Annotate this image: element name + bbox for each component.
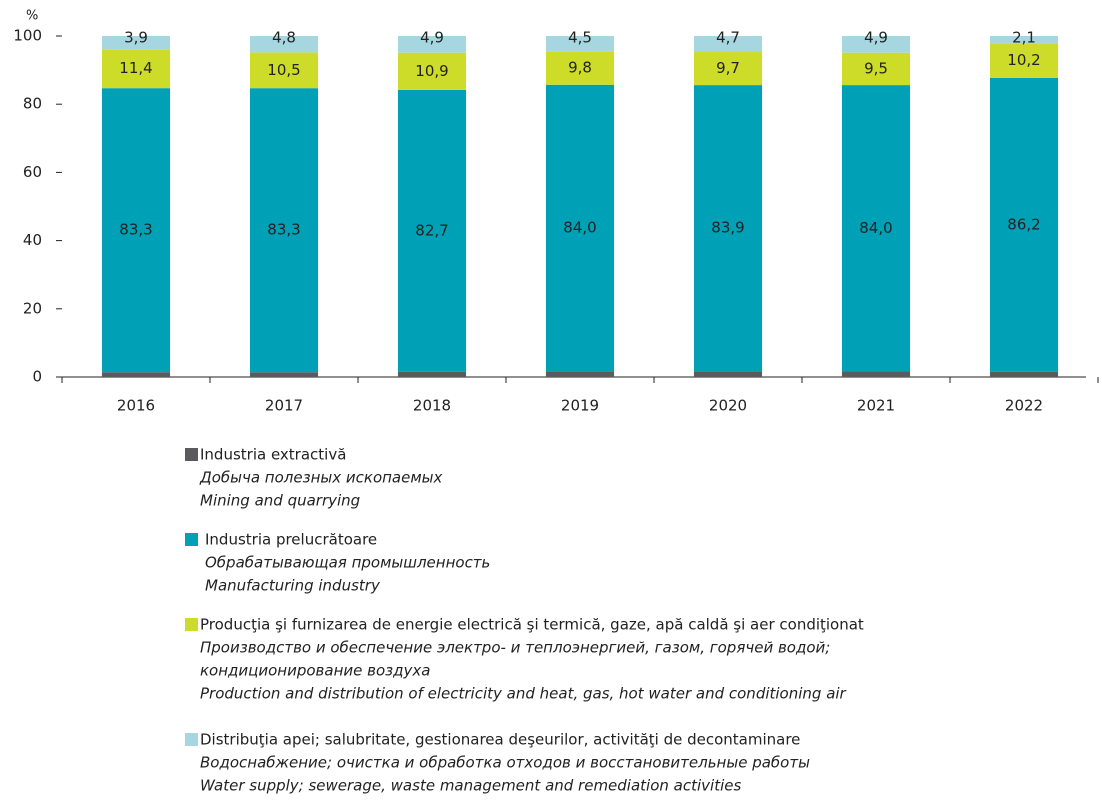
- data-label: 84,0: [859, 219, 892, 237]
- data-label: 83,3: [267, 221, 300, 239]
- bar-segment: [841, 36, 911, 53]
- y-tick-label: 20: [23, 299, 42, 317]
- bar-segment: [545, 36, 615, 52]
- bar-segment: [545, 51, 615, 85]
- data-label: 10,5: [267, 61, 300, 79]
- data-label: 4,9: [864, 29, 888, 47]
- x-tick-label: 2021: [857, 397, 895, 415]
- data-label: 3,9: [124, 29, 148, 47]
- bar-segment: [101, 88, 171, 373]
- bar-segment: [397, 89, 467, 372]
- legend-label: Industria extractivă: [200, 446, 346, 464]
- legend-label-ru: Добыча полезных ископаемых: [199, 469, 443, 487]
- bar-segment: [693, 371, 763, 377]
- x-tick-label: 2018: [413, 397, 451, 415]
- bar-segment: [693, 85, 763, 372]
- legend-label-en: Water supply; sewerage, waste management…: [200, 777, 741, 795]
- data-label: 11,4: [119, 59, 152, 77]
- bar-segment: [249, 36, 319, 53]
- y-tick-label: 60: [23, 163, 42, 181]
- legend-label-ru: Водоснабжение; очистка и обработка отход…: [200, 754, 810, 772]
- legend-swatch: [185, 618, 198, 631]
- bar-segment: [545, 371, 615, 377]
- bar-segment: [249, 88, 319, 373]
- bar-segment: [545, 84, 615, 372]
- x-tick-label: 2016: [117, 397, 155, 415]
- data-label: 4,5: [568, 29, 592, 47]
- x-tick-label: 2019: [561, 397, 599, 415]
- bar-segment: [397, 36, 467, 53]
- legend-swatch: [185, 733, 198, 746]
- data-label: 9,7: [716, 59, 740, 77]
- data-label: 86,2: [1007, 215, 1040, 233]
- legend-label: Distribuţia apei; salubritate, gestionar…: [200, 731, 800, 749]
- bar-segment: [989, 36, 1059, 44]
- bar-segment: [693, 36, 763, 53]
- bar-segment: [841, 52, 911, 86]
- legend-label-en: Production and distribution of electrici…: [200, 685, 847, 703]
- legend-label-ru: Производство и обеспечение электро- и те…: [200, 639, 830, 657]
- y-tick-label: 40: [23, 231, 42, 249]
- data-label: 84,0: [563, 218, 596, 236]
- y-axis-label: %: [26, 9, 38, 24]
- data-label: 10,2: [1007, 51, 1040, 69]
- legend-label: Producţia şi furnizarea de energie elect…: [200, 616, 864, 634]
- x-tick-label: 2022: [1005, 397, 1043, 415]
- bar-segment: [249, 52, 319, 89]
- bar-segment: [989, 77, 1059, 372]
- bar-segment: [841, 85, 911, 372]
- data-label: 4,9: [420, 29, 444, 47]
- bar-segment: [101, 372, 171, 377]
- bar-segment: [101, 49, 171, 89]
- data-label: 9,8: [568, 59, 592, 77]
- legend-label-en: Manufacturing industry: [205, 577, 381, 595]
- data-label: 2,1: [1012, 29, 1036, 47]
- data-label: 83,9: [711, 219, 744, 237]
- data-label: 4,7: [716, 29, 740, 47]
- x-tick-label: 2017: [265, 397, 303, 415]
- bar-segment: [101, 36, 171, 50]
- legend-label: Industria prelucrătoare: [205, 531, 377, 549]
- y-tick-label: 0: [32, 368, 42, 386]
- data-label: 82,7: [415, 221, 448, 239]
- data-label: 9,5: [864, 59, 888, 77]
- x-tick-label: 2020: [709, 397, 747, 415]
- legend-label-ru: Обрабатывающая промышленность: [205, 554, 490, 572]
- y-tick-label: 80: [23, 95, 42, 113]
- legend-swatch: [185, 448, 198, 461]
- data-label: 4,8: [272, 29, 296, 47]
- bar-segment: [989, 371, 1059, 377]
- bar-segment: [249, 372, 319, 377]
- y-tick-label: 100: [13, 27, 42, 45]
- legend-swatch: [185, 533, 198, 546]
- bar-segment: [989, 43, 1059, 78]
- data-label: 83,3: [119, 221, 152, 239]
- bar-segment: [397, 52, 467, 90]
- legend-label-en: Mining and quarrying: [200, 492, 360, 510]
- bar-segment: [397, 371, 467, 377]
- data-label: 10,9: [415, 62, 448, 80]
- bar-segment: [693, 52, 763, 86]
- legend-label-ru: кондиционирование воздуха: [200, 662, 430, 680]
- bar-segment: [841, 371, 911, 377]
